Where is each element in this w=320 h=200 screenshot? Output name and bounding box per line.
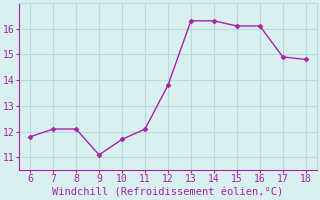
X-axis label: Windchill (Refroidissement éolien,°C): Windchill (Refroidissement éolien,°C) xyxy=(52,187,284,197)
